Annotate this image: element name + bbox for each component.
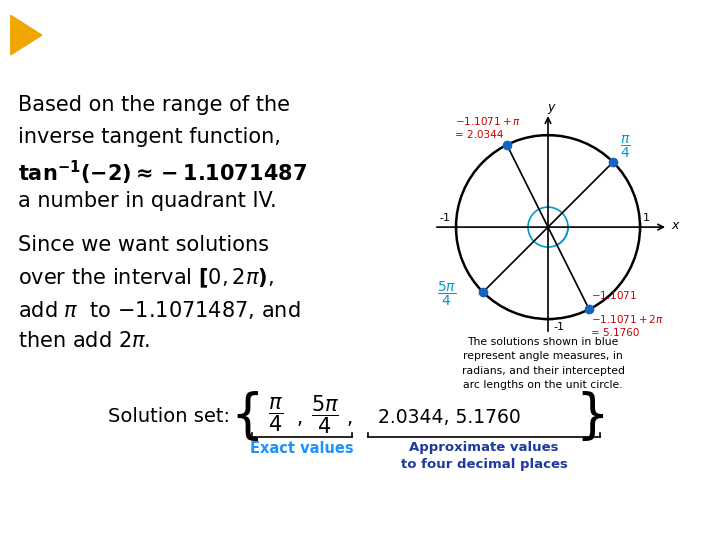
Text: ,: , [297,409,303,428]
Text: then add $2\pi$.: then add $2\pi$. [18,331,150,351]
Text: 1: 1 [643,213,650,223]
Text: {: { [230,391,264,443]
Text: = 5.1760: = 5.1760 [591,328,639,338]
Text: $\dfrac{5\pi}{4}$: $\dfrac{5\pi}{4}$ [437,280,456,308]
Text: Since we want solutions: Since we want solutions [18,235,269,255]
Text: inverse tangent function,: inverse tangent function, [18,127,281,147]
Text: 2.0344, 5.1760: 2.0344, 5.1760 [378,408,521,428]
Text: Example 3: Example 3 [49,21,211,49]
Text: EQUATION BY FACTORING (continued): EQUATION BY FACTORING (continued) [209,44,589,62]
Text: Approximate values
to four decimal places: Approximate values to four decimal place… [400,441,567,471]
Text: $\dfrac{\pi}{4}$: $\dfrac{\pi}{4}$ [269,396,284,434]
Text: $-1.1071 + \pi$: $-1.1071 + \pi$ [455,115,521,127]
Text: The solutions shown in blue
represent angle measures, in
radians, and their inte: The solutions shown in blue represent an… [462,337,624,390]
Text: Based on the range of the: Based on the range of the [18,95,290,115]
Text: over the interval $\boldsymbol{[}0, 2\pi\boldsymbol{)}$,: over the interval $\boldsymbol{[}0, 2\pi… [18,267,274,291]
Text: Solution set:: Solution set: [108,408,230,427]
Text: ALWAYS LEARNING: ALWAYS LEARNING [14,517,117,528]
Text: SOLVING A TRIGONOMETRIC: SOLVING A TRIGONOMETRIC [209,11,492,29]
Text: = 2.0344: = 2.0344 [455,130,503,140]
Text: -1: -1 [553,322,564,332]
Text: $\mathbf{tan^{-1}(-2) \approx -1.1071487}$: $\mathbf{tan^{-1}(-2) \approx -1.1071487… [18,159,307,187]
Polygon shape [11,16,42,55]
Text: $\dfrac{5\pi}{4}$: $\dfrac{5\pi}{4}$ [311,394,339,436]
Text: $-1.1071 + 2\pi$: $-1.1071 + 2\pi$ [591,313,664,325]
Text: }: } [575,391,609,443]
Text: PEARSON: PEARSON [605,514,701,531]
Text: a number in quadrant IV.: a number in quadrant IV. [18,191,276,211]
Text: $\dfrac{\pi}{4}$: $\dfrac{\pi}{4}$ [620,133,631,160]
Text: Copyright © 2013, 2009, 2005 Pearson Education, Inc.: Copyright © 2013, 2009, 2005 Pearson Edu… [217,517,503,528]
Text: $-1.1071$: $-1.1071$ [591,289,637,301]
Text: x: x [671,219,678,232]
Text: ,: , [347,409,353,428]
Text: Exact values: Exact values [250,441,354,456]
Text: y: y [547,101,554,114]
Text: -1: -1 [439,213,450,223]
Text: 9: 9 [702,515,713,530]
Text: add $\pi$  to $-1.1071487$, and: add $\pi$ to $-1.1071487$, and [18,299,300,321]
